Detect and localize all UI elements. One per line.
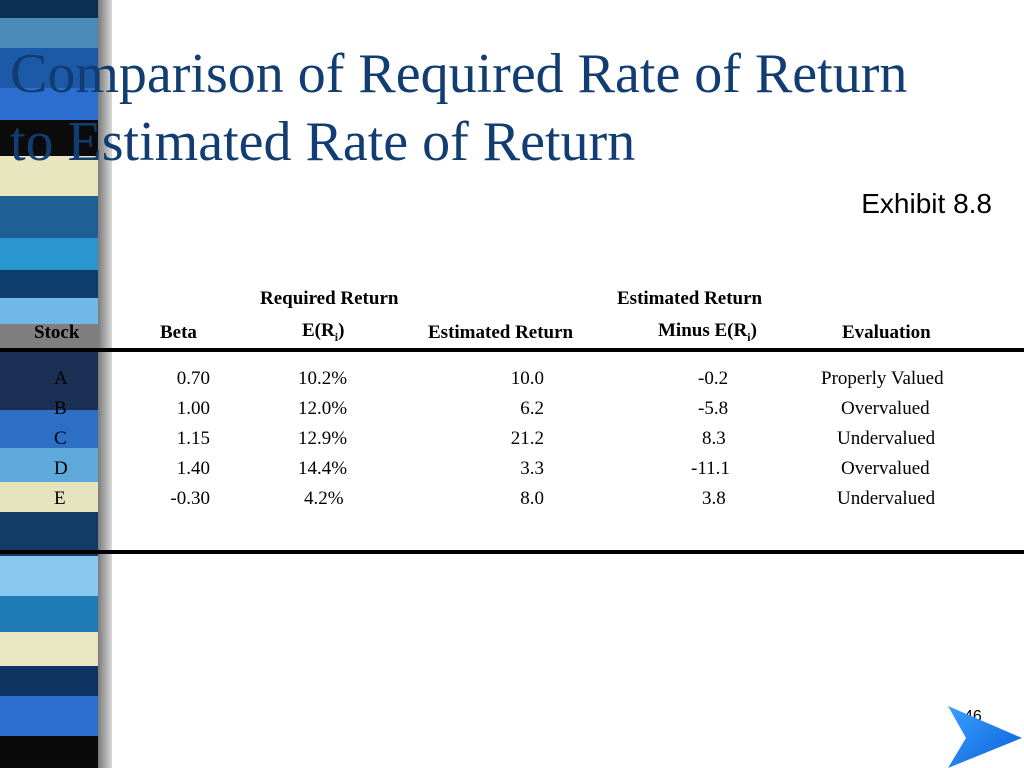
cell-evaluation: Properly Valued	[821, 368, 944, 389]
cell-estimated: 8.0	[520, 488, 544, 509]
cell-required: 4.2%	[304, 488, 344, 509]
header-stock: Stock	[34, 322, 80, 343]
header-beta: Beta	[160, 322, 197, 343]
cell-stock: E	[54, 488, 66, 509]
slide-title: Comparison of Required Rate of Return to…	[10, 40, 907, 176]
header-diff-top: Estimated Return	[617, 288, 763, 309]
cell-estimated: 21.2	[510, 428, 544, 449]
bottom-rule	[0, 550, 1024, 554]
cell-stock: C	[54, 428, 67, 449]
cell-required: 12.9%	[298, 428, 348, 449]
cell-beta: 0.70	[176, 368, 210, 389]
cell-required: 12.0%	[298, 398, 348, 419]
cell-diff: -0.2	[698, 368, 729, 389]
cell-stock: A	[54, 368, 68, 389]
header-evaluation: Evaluation	[842, 322, 931, 343]
header-rule	[0, 348, 1024, 352]
cell-estimated: 10.0	[510, 368, 544, 389]
cell-beta: 1.40	[176, 458, 210, 479]
cell-beta: 1.00	[176, 398, 210, 419]
cell-stock: D	[54, 458, 68, 479]
title-line-1: Comparison of Required Rate of Return	[10, 43, 908, 105]
cell-evaluation: Undervalued	[837, 428, 936, 449]
cell-stock: B	[54, 398, 67, 419]
cell-required: 10.2%	[298, 368, 348, 389]
header-estimated: Estimated Return	[428, 322, 574, 343]
cell-diff: -11.1	[691, 458, 730, 479]
header-required-bottom: E(Ri)	[302, 320, 345, 344]
cell-estimated: 3.3	[520, 458, 544, 479]
title-line-2: to Estimated Rate of Return	[10, 111, 636, 173]
cell-beta: -0.30	[170, 488, 210, 509]
cell-diff: -5.8	[698, 398, 729, 419]
cell-required: 14.4%	[298, 458, 348, 479]
decorative-stripe	[0, 0, 112, 768]
exhibit-label: Exhibit 8.8	[861, 188, 992, 219]
cell-beta: 1.15	[176, 428, 210, 449]
arrow-right-icon[interactable]	[944, 704, 1024, 768]
header-required-top: Required Return	[260, 288, 399, 309]
cell-diff: 8.3	[702, 428, 726, 449]
cell-estimated: 6.2	[520, 398, 544, 419]
header-diff-bottom: Minus E(Ri)	[658, 320, 757, 344]
cell-diff: 3.8	[702, 488, 726, 509]
cell-evaluation: Overvalued	[841, 398, 930, 419]
cell-evaluation: Undervalued	[837, 488, 936, 509]
cell-evaluation: Overvalued	[841, 458, 930, 479]
